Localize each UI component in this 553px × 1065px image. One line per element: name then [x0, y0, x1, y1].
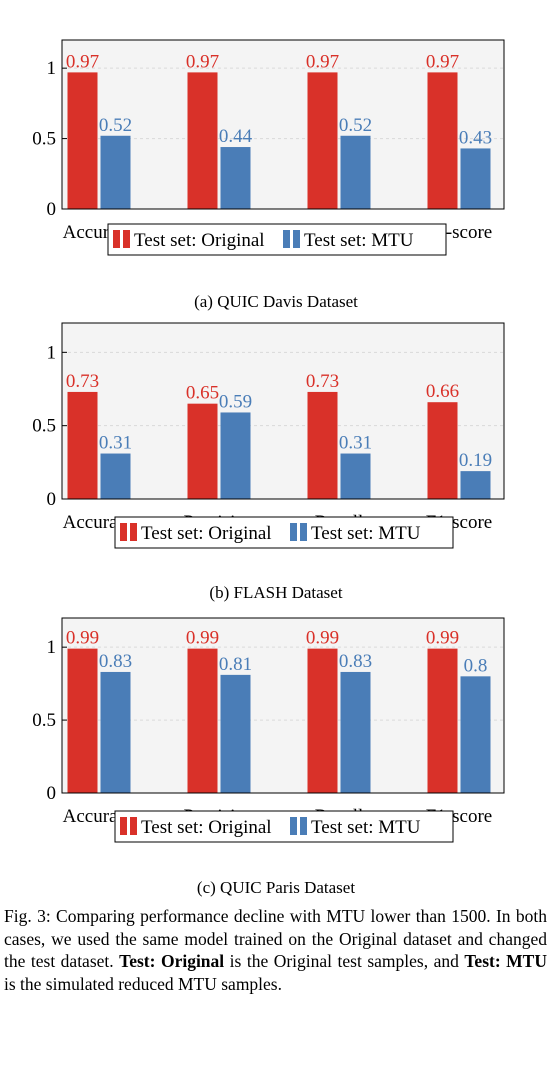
- bar-original: [427, 72, 458, 210]
- legend-swatch-original: [120, 817, 127, 835]
- legend-swatch-original: [113, 230, 120, 248]
- data-label-mtu: 0.8: [464, 655, 488, 676]
- chart-panel-3: 00.51 0.99 0.99 0.99 0.990.83 0.81 0.83 0.8Accu…: [32, 617, 505, 897]
- bar-mtu: [340, 135, 371, 209]
- legend: Test set: Original Test set: MTU: [114, 810, 454, 843]
- bar-mtu: [220, 674, 251, 793]
- y-tick-label: 1: [47, 637, 57, 658]
- y-tick-label: 0: [47, 489, 57, 510]
- data-label-original: 0.97: [186, 51, 219, 72]
- bar-original: [67, 72, 98, 210]
- data-label-original: 0.97: [426, 51, 459, 72]
- plot-frame: [61, 322, 505, 500]
- legend-swatch-mtu: [290, 523, 297, 541]
- legend-swatch-original: [120, 523, 127, 541]
- legend-label-mtu: Test set: MTU: [311, 523, 421, 544]
- plot-frame: [61, 39, 505, 210]
- legend-swatch-original: [130, 523, 137, 541]
- caption-text-2: is the Original test samples, and: [224, 951, 465, 971]
- legend-label-mtu: Test set: MTU: [311, 817, 421, 838]
- bar-original: [307, 648, 338, 793]
- data-label-original: 0.99: [306, 628, 339, 649]
- bar-mtu: [460, 471, 491, 499]
- data-label-mtu: 0.31: [99, 433, 132, 454]
- subfigure-caption: (a) QUIC Davis Dataset: [194, 292, 358, 311]
- data-label-original: 0.99: [66, 628, 99, 649]
- data-label-mtu: 0.44: [219, 126, 253, 147]
- bar-original: [67, 391, 98, 499]
- data-label-mtu: 0.83: [339, 651, 372, 672]
- data-label-original: 0.99: [186, 628, 219, 649]
- caption-bold-original: Test: Original: [119, 951, 225, 971]
- data-label-original: 0.66: [426, 381, 459, 402]
- y-tick-label: 0: [47, 783, 57, 804]
- bar-original: [187, 403, 218, 499]
- bar-original: [307, 72, 338, 210]
- data-label-mtu: 0.19: [459, 450, 492, 471]
- bar-original: [67, 648, 98, 793]
- y-tick-label: 1: [47, 58, 57, 79]
- data-label-original: 0.73: [66, 371, 99, 392]
- bar-mtu: [340, 671, 371, 793]
- bar-mtu: [220, 412, 251, 499]
- bar-mtu: [340, 453, 371, 499]
- bar-mtu: [100, 671, 131, 793]
- legend-label-original: Test set: Original: [134, 230, 265, 251]
- legend-swatch-mtu: [300, 523, 307, 541]
- bar-mtu: [220, 147, 251, 209]
- legend-swatch-mtu: [283, 230, 290, 248]
- legend-swatch-mtu: [293, 230, 300, 248]
- bar-original: [427, 648, 458, 793]
- data-label-original: 0.73: [306, 371, 339, 392]
- data-label-mtu: 0.52: [339, 115, 372, 136]
- bar-mtu: [100, 135, 131, 209]
- y-tick-label: 1: [47, 342, 57, 363]
- legend-box: [114, 810, 454, 843]
- caption-text-3: is the simulated reduced MTU samples.: [4, 973, 282, 994]
- bar-original: [187, 72, 218, 210]
- data-label-original: 0.65: [186, 383, 219, 404]
- legend-box: [107, 223, 447, 256]
- subfigure-caption: (c) QUIC Paris Dataset: [197, 878, 355, 897]
- y-tick-label: 0: [47, 199, 57, 220]
- bar-original: [187, 648, 218, 793]
- data-label-mtu: 0.59: [219, 391, 252, 412]
- data-label-mtu: 0.52: [99, 115, 132, 136]
- data-label-original: 0.99: [426, 628, 459, 649]
- legend-swatch-mtu: [290, 817, 297, 835]
- legend-label-original: Test set: Original: [141, 817, 272, 838]
- legend: Test set: Original Test set: MTU: [107, 223, 447, 256]
- bar-original: [307, 391, 338, 499]
- legend-swatch-original: [130, 817, 137, 835]
- data-label-original: 0.97: [306, 51, 339, 72]
- data-label-mtu: 0.83: [99, 651, 132, 672]
- subfigure-caption: (b) FLASH Dataset: [209, 583, 342, 602]
- bar-original: [427, 402, 458, 499]
- data-label-mtu: 0.81: [219, 654, 252, 675]
- y-tick-label: 0.5: [32, 710, 56, 731]
- plot-frame: [61, 617, 505, 794]
- bar-mtu: [460, 148, 491, 209]
- chart-panel-2: 00.510.730.650.73 0.660.310.590.310.19Acc…: [32, 322, 505, 602]
- legend-label-original: Test set: Original: [141, 523, 272, 544]
- chart-panel-1: 00.51 0.97 0.97 0.97 0.970.520.440.520.43Acc…: [32, 39, 505, 311]
- data-label-mtu: 0.31: [339, 433, 372, 454]
- legend: Test set: Original Test set: MTU: [114, 516, 454, 549]
- figure-label: Fig. 3:: [4, 906, 51, 926]
- caption-bold-mtu: Test: MTU: [464, 951, 547, 971]
- data-label-mtu: 0.43: [459, 127, 492, 148]
- y-tick-label: 0.5: [32, 129, 56, 150]
- bar-mtu: [460, 676, 491, 793]
- y-tick-label: 0.5: [32, 416, 56, 437]
- bar-mtu: [100, 453, 131, 499]
- legend-label-mtu: Test set: MTU: [304, 230, 414, 251]
- legend-swatch-original: [123, 230, 130, 248]
- data-label-original: 0.97: [66, 51, 99, 72]
- legend-swatch-mtu: [300, 817, 307, 835]
- caption-text-1: Comparing performance decline with MTU l…: [4, 906, 547, 971]
- figure-caption: Fig. 3: Comparing performance decline wi…: [4, 905, 547, 995]
- legend-box: [114, 516, 454, 549]
